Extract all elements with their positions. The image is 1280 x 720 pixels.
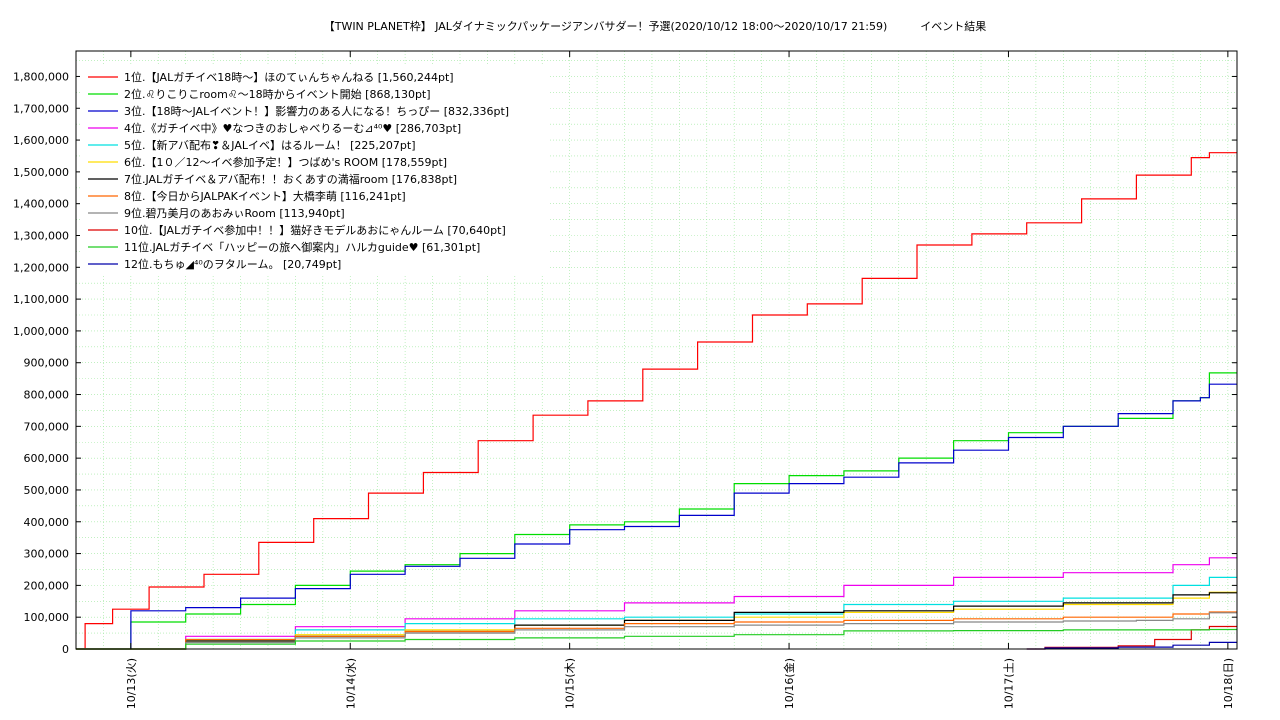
legend-label: 1位.【JALガチイベ18時〜】ほのてぃんちゃんねる [1,560,244pt] (124, 70, 454, 84)
legend-label: 8位.【今日からJALPAKイベント】大橋李萌 [116,241pt] (124, 189, 406, 203)
series-line-4 (76, 557, 1237, 650)
y-tick-label: 500,000 (24, 484, 70, 497)
y-tick-label: 1,100,000 (13, 293, 69, 306)
y-tick-label: 600,000 (24, 452, 70, 465)
legend-label: 6位.【1０／12〜イベ参加予定！】つばめ's ROOM [178,559pt] (124, 155, 447, 169)
series-line-5 (76, 576, 1237, 650)
y-tick-label: 1,300,000 (13, 229, 69, 242)
axes: 0 100,000 200,000 300,000 400,000 500,000 600,… (13, 51, 1237, 709)
x-tick-label: 10/13(火) (125, 658, 138, 709)
legend-label: 7位.JALガチイベ＆アバ配布！！おくあすの満福room [176,838pt] (124, 172, 457, 186)
y-tick-label: 900,000 (24, 357, 70, 370)
y-tick-label: 1,700,000 (13, 102, 69, 115)
legend-label: 11位.JALガチイベ「ハッピーの旅へ御案内」ハルカguide♥ [61,301… (124, 240, 480, 254)
x-tick-label: 10/18(日) (1222, 658, 1235, 709)
legend: 1位.【JALガチイベ18時〜】ほのてぃんちゃんねる [1,560,244pt]… (80, 65, 550, 275)
y-tick-label: 1,400,000 (13, 198, 69, 211)
series-line-8 (76, 611, 1237, 650)
y-tick-label: 200,000 (24, 579, 70, 592)
series-line-11 (76, 628, 1237, 650)
y-tick-label: 1,000,000 (13, 325, 69, 338)
series-lines (76, 152, 1237, 650)
x-tick-label: 10/15(木) (564, 658, 577, 709)
x-tick-label: 10/17(土) (1002, 658, 1015, 709)
legend-label: 4位.《ガチイベ中》♥なつきのおしゃべりるーむ⊿⁴⁰♥ [286,703pt] (124, 121, 461, 135)
y-tick-label: 300,000 (24, 548, 70, 561)
y-tick-label: 800,000 (24, 389, 70, 402)
series-line-1 (76, 152, 1237, 650)
series-line-3 (76, 383, 1237, 650)
plot-frame (75, 50, 1238, 650)
y-tick-label: 1,200,000 (13, 261, 69, 274)
x-tick-label: 10/16(金) (782, 658, 796, 709)
legend-label: 3位.【18時〜JALイベント！】影響力のある人になる！ちっぴー [832,33… (124, 104, 509, 118)
legend-label: 9位.碧乃美月のあおみぃRoom [113,940pt] (124, 206, 345, 220)
legend-box (80, 65, 550, 275)
y-tick-label: 1,500,000 (13, 166, 69, 179)
series-line-9 (76, 612, 1237, 650)
y-tick-label: 400,000 (24, 516, 70, 529)
x-tick-label: 10/14(水) (344, 658, 357, 709)
y-tick-label: 1,800,000 (13, 70, 69, 83)
y-tick-label: 1,600,000 (13, 134, 69, 147)
legend-label: 2位.♌りこりこroom♌〜18時からイベント開始 [868,130pt] (124, 87, 431, 101)
grid (76, 51, 1237, 649)
legend-label: 12位.もちゅ◢⁴⁰のヲタルーム。 [20,749pt] (124, 257, 341, 271)
legend-label: 5位.【新アバ配布❣＆JALイベ】はるルーム！ [225,207pt] (124, 138, 416, 152)
y-tick-label: 700,000 (24, 420, 70, 433)
chart-title: 【TWIN PLANET枠】 JALダイナミックパッケージアンバサダー！予選(2… (324, 19, 987, 33)
y-tick-label: 0 (62, 643, 69, 656)
legend-label: 10位.【JALガチイベ参加中！！】猫好きモデルあおにゃんルーム [70,640… (124, 223, 506, 237)
y-tick-label: 100,000 (24, 611, 70, 624)
